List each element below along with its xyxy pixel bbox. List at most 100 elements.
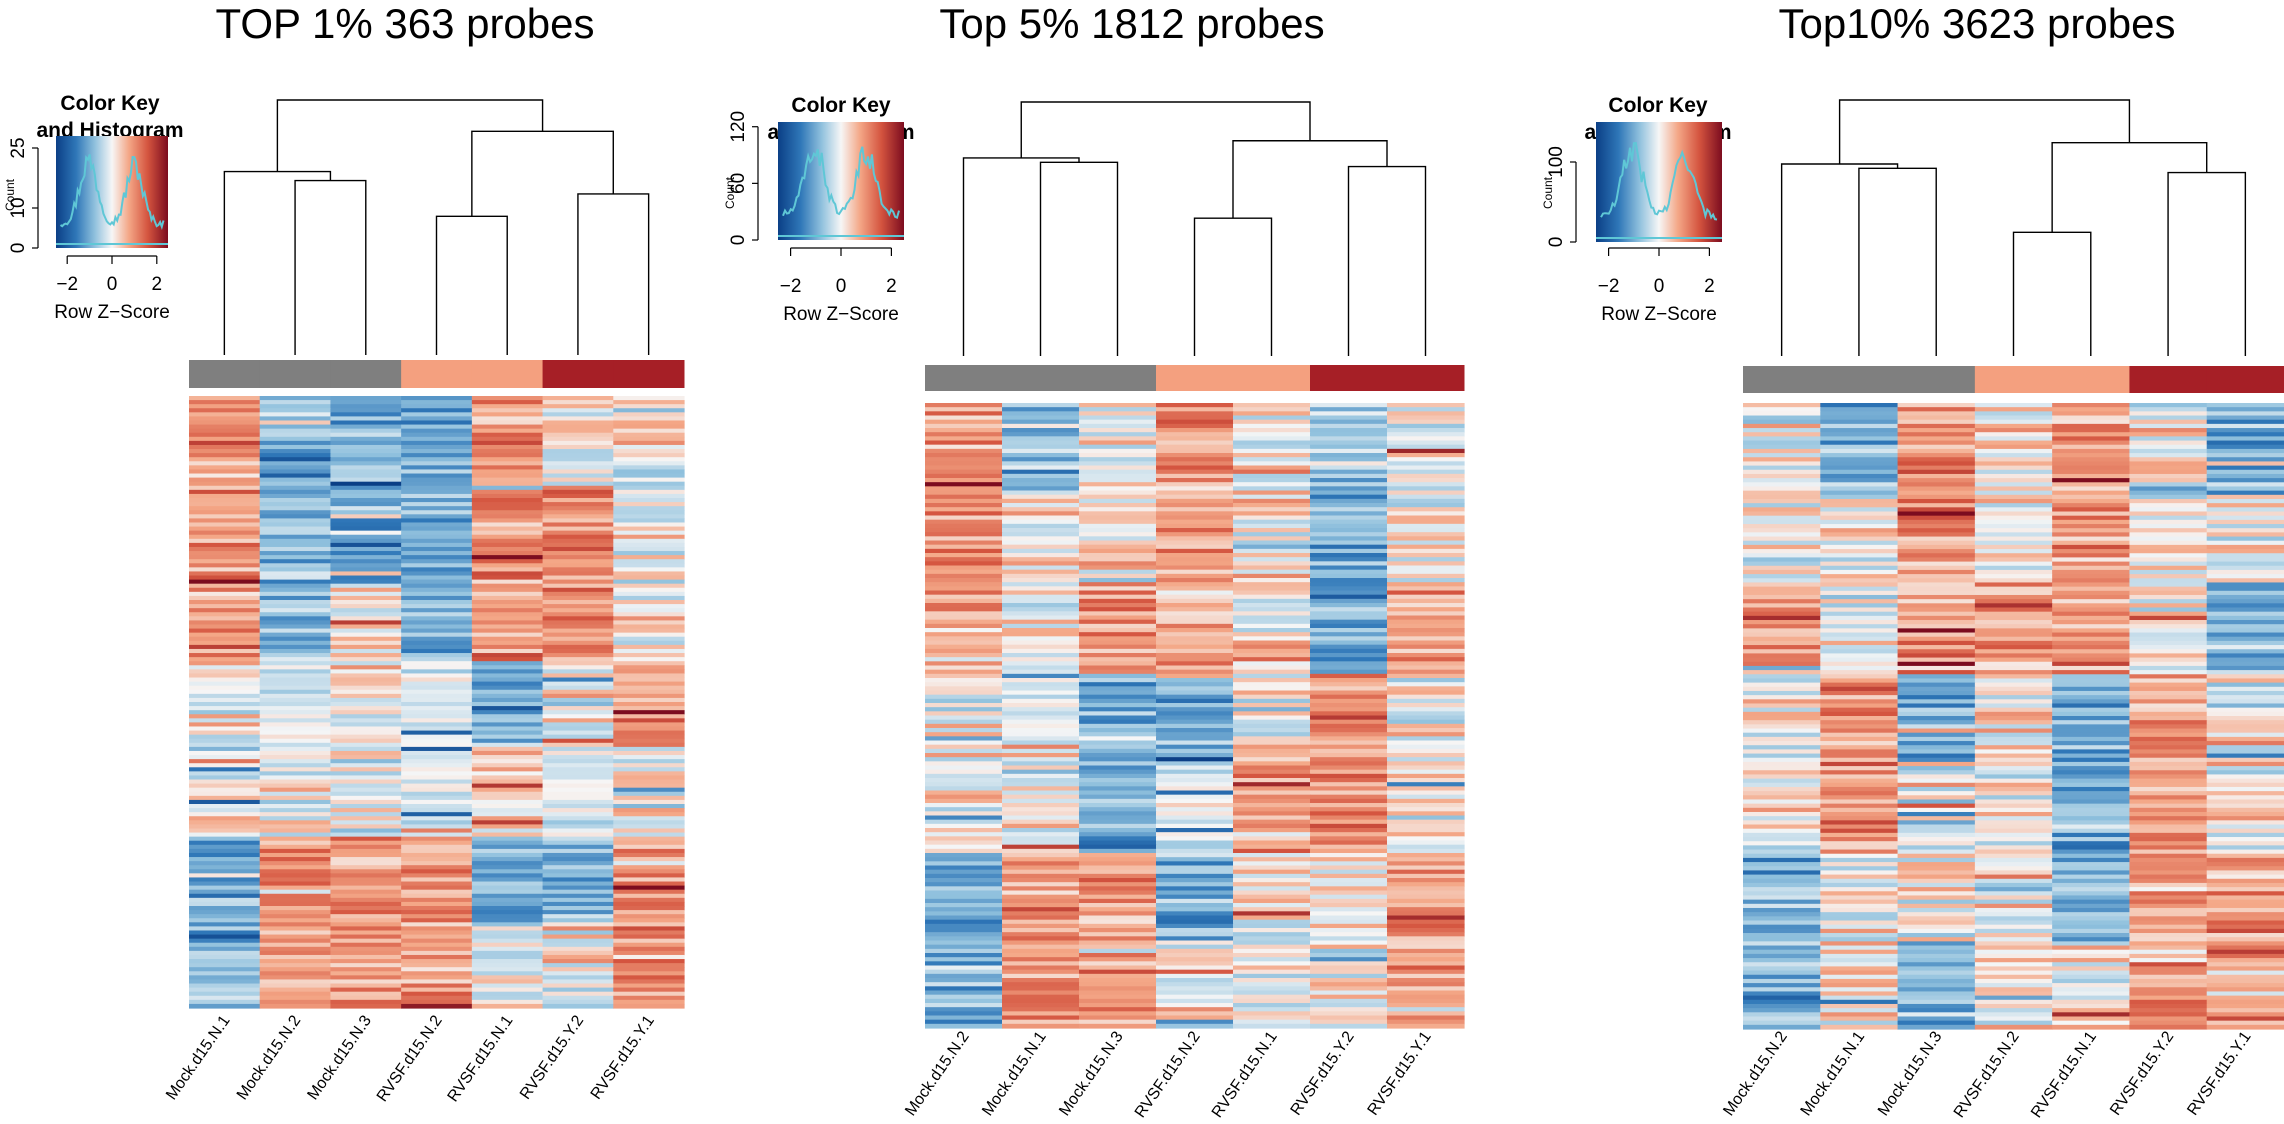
heatmap-cell: [1743, 941, 1821, 947]
heatmap-cell: [1310, 857, 1388, 862]
heatmap-cell: [2206, 503, 2284, 508]
heatmap-cell: [1820, 503, 1899, 508]
heatmap-cell: [330, 967, 402, 972]
heatmap-cell: [471, 400, 544, 405]
heatmap-cell: [1156, 428, 1234, 433]
heatmap-cell: [925, 898, 1003, 904]
heatmap-cell: [401, 954, 473, 960]
group-bar-cell: [1233, 365, 1311, 391]
heatmap-cell: [1743, 937, 1821, 942]
heatmap-cell: [2206, 874, 2284, 880]
heatmap-cell: [1079, 990, 1157, 996]
heatmap-cell: [1002, 961, 1080, 967]
heatmap-cell: [1233, 440, 1311, 446]
heatmap-cell: [259, 620, 332, 626]
heatmap-cell: [925, 528, 1003, 533]
key-y-tick-label: 25: [8, 137, 29, 158]
heatmap-cell: [189, 489, 261, 495]
heatmap-cell: [401, 808, 473, 813]
heatmap-cell: [613, 579, 685, 585]
heatmap-cell: [189, 444, 261, 450]
column-label: RVSF.d15.Y.2: [1288, 1028, 1358, 1118]
heatmap-cell: [1156, 544, 1234, 550]
heatmap-cell: [189, 787, 261, 793]
heatmap-cell: [259, 608, 332, 613]
heatmap-cell: [1002, 782, 1080, 787]
heatmap-cell: [1897, 657, 1976, 663]
heatmap-cell: [2129, 774, 2208, 780]
heatmap-cell: [1156, 894, 1234, 900]
heatmap-cell: [925, 561, 1003, 567]
heatmap-cell: [2206, 611, 2284, 617]
heatmap-cell: [471, 620, 544, 626]
heatmap-cell: [1897, 653, 1976, 659]
heatmap-cell: [1233, 623, 1311, 629]
heatmap-cell: [1002, 623, 1080, 629]
heatmap-cell: [1897, 720, 1976, 725]
heatmap-cell: [2206, 607, 2284, 613]
heatmap-cell: [2206, 553, 2284, 559]
heatmap-cell: [330, 640, 402, 646]
dendrogram-branch: [962, 157, 1080, 356]
heatmap-cell: [471, 657, 544, 662]
heatmap-cell: [2206, 1003, 2284, 1009]
heatmap-cell: [542, 440, 614, 446]
heatmap-cell: [2206, 582, 2284, 588]
heatmap-cell: [542, 567, 614, 573]
heatmap-cell: [2052, 920, 2131, 926]
heatmap-cell: [1387, 923, 1465, 929]
heatmap-cell: [1310, 994, 1388, 1000]
heatmap-cell: [1079, 873, 1157, 879]
heatmap-cell: [542, 702, 614, 707]
heatmap-cell: [1820, 482, 1899, 488]
heatmap-cell: [259, 636, 332, 642]
heatmap-cell: [1079, 436, 1157, 442]
heatmap-cell: [401, 971, 473, 976]
heatmap-cell: [1002, 790, 1080, 796]
heatmap-cell: [1156, 890, 1234, 896]
heatmap-cell: [1310, 907, 1388, 912]
heatmap-cell: [1002, 611, 1080, 617]
heatmap-cell: [1233, 561, 1311, 567]
heatmap-cell: [613, 816, 685, 821]
heatmap-cell: [1156, 811, 1234, 817]
heatmap-cell: [330, 783, 402, 789]
heatmap-cell: [925, 694, 1003, 700]
heatmap-cell: [1002, 490, 1080, 496]
heatmap-cell: [1743, 536, 1821, 542]
heatmap-cell: [2052, 1016, 2131, 1022]
heatmap-cell: [401, 518, 473, 524]
heatmap-cell: [330, 787, 402, 793]
heatmap-cell: [1820, 478, 1899, 483]
heatmap-cell: [259, 506, 332, 511]
heatmap-cell: [1002, 419, 1080, 425]
heatmap-cell: [259, 538, 332, 544]
heatmap-cell: [259, 832, 332, 838]
heatmap-cell: [259, 440, 332, 446]
heatmap-cell: [1743, 594, 1821, 600]
heatmap-cell: [189, 477, 261, 483]
heatmap-cell: [401, 485, 473, 491]
heatmap-cell: [1387, 757, 1465, 762]
heatmap-cell: [2052, 624, 2131, 629]
heatmap-cell: [330, 979, 402, 985]
heatmap-cell: [1820, 1016, 1899, 1022]
heatmap-cell: [1820, 624, 1899, 629]
heatmap-cell: [1310, 982, 1388, 987]
heatmap-cell: [330, 620, 402, 626]
heatmap-cell: [542, 914, 614, 919]
heatmap-cell: [2206, 820, 2284, 826]
heatmap-cell: [401, 493, 473, 499]
heatmap-cell: [1156, 494, 1234, 500]
heatmap-cell: [1233, 573, 1311, 579]
heatmap-cell: [1233, 961, 1311, 967]
heatmap-cell: [1156, 669, 1234, 675]
heatmap-cell: [1156, 632, 1234, 637]
heatmap-cell: [2206, 620, 2284, 625]
heatmap-cell: [2052, 745, 2131, 750]
heatmap-cell: [542, 750, 614, 756]
heatmap-cell: [1002, 986, 1080, 992]
heatmap-cell: [1974, 490, 2053, 496]
heatmap-cell: [1974, 749, 2053, 755]
heatmap-cell: [330, 612, 402, 617]
